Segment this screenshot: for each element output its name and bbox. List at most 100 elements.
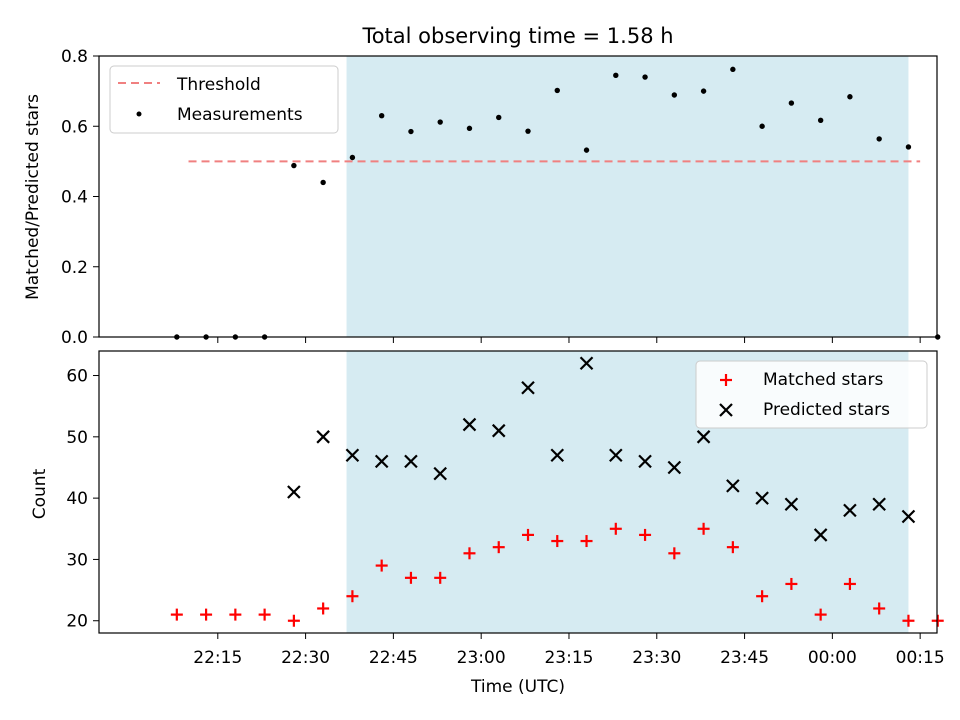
measurement-point (847, 94, 853, 100)
y-tick-label: 0.4 (61, 188, 88, 208)
matched-star-point (258, 608, 271, 621)
measurement-point (320, 179, 326, 186)
measurement-point (935, 334, 941, 340)
bottom-legend-box (695, 360, 928, 429)
y-tick-label: 0.0 (61, 328, 88, 348)
legend-predicted-label: Predicted stars (763, 400, 890, 420)
predicted-star-point (872, 497, 886, 512)
predicted-star-point (316, 430, 330, 444)
measurement-point (408, 128, 414, 135)
measurement-point (817, 117, 824, 123)
predicted-star-point (374, 454, 389, 469)
predicted-star-point (696, 430, 711, 444)
matched-star-point (931, 614, 944, 627)
predicted-star-point (901, 509, 916, 524)
matched-star-point (404, 571, 417, 584)
legend-predicted-swatch (719, 403, 733, 417)
x-tick-label: 23:00 (457, 648, 506, 668)
measurement-point (466, 125, 473, 132)
bottom-y-axis-label: Count (30, 468, 50, 519)
matched-star-point (551, 535, 564, 548)
x-tick-label: 23:15 (544, 648, 593, 668)
matched-star-point (200, 608, 213, 621)
measurement-point (583, 147, 590, 153)
measurement-point (876, 136, 882, 142)
y-tick-label: 20 (66, 612, 88, 632)
chart-title: Total observing time = 1.58 h (361, 24, 673, 48)
matched-star-point (639, 528, 652, 541)
matched-star-point (902, 614, 915, 627)
predicted-star-point (345, 448, 360, 462)
matched-star-point (580, 535, 593, 548)
matched-star-point (375, 559, 388, 572)
bottom-plot-frame (98, 350, 938, 634)
measurement-point (788, 100, 795, 106)
measurement-point (613, 72, 619, 79)
measurement-point (437, 119, 443, 125)
matched-star-point (492, 541, 505, 554)
predicted-star-point (755, 491, 769, 505)
predicted-star-point (726, 479, 740, 493)
matched-star-point (785, 577, 798, 590)
x-tick-label: 22:30 (281, 648, 330, 668)
top-legend-box (109, 65, 339, 134)
observing-window-region (346, 56, 909, 337)
x-axis-label: Time (UTC) (470, 677, 565, 697)
measurement-point (642, 74, 648, 80)
predicted-star-point (287, 485, 301, 499)
legend-measurements-swatch (136, 111, 142, 117)
predicted-star-point (404, 454, 418, 469)
top-panel: Total observing time = 1.58 h 0.0 0.2 0.4 0… (23, 24, 941, 348)
x-tick-label: 23:45 (720, 648, 769, 668)
y-tick-label: 0.2 (61, 258, 88, 278)
top-legend: Threshold Measurements (109, 65, 339, 134)
predicted-star-point (550, 448, 565, 462)
bottom-legend: Matched stars Predicted stars (695, 360, 928, 429)
measurement-point (496, 114, 502, 121)
x-tick-label: 22:15 (193, 648, 242, 668)
measurement-point (291, 162, 297, 169)
measurement-point (671, 92, 678, 98)
x-tick-label: 00:00 (808, 648, 857, 668)
y-tick-label: 40 (66, 489, 88, 509)
measurement-point (349, 154, 356, 161)
matched-star-point (287, 614, 300, 627)
matched-star-point (843, 577, 856, 590)
matched-star-point (697, 522, 710, 535)
matched-star-point (522, 528, 535, 541)
matched-star-point (346, 590, 359, 603)
measurement-point (525, 128, 531, 134)
x-tick-label: 00:15 (896, 648, 945, 668)
predicted-star-point (609, 448, 623, 462)
measurement-point (554, 87, 560, 94)
bottom-panel: 20 30 40 50 60 22:15 22:30 22:45 23:00 23:15 23:3… (30, 350, 945, 697)
matched-star-point (317, 602, 330, 615)
measurement-point (700, 88, 707, 94)
predicted-star-point (784, 497, 799, 512)
y-tick-label: 0.6 (61, 117, 88, 137)
predicted-star-point (843, 503, 857, 518)
top-y-axis-label: Matched/Predicted stars (23, 94, 43, 300)
measurement-point (730, 66, 736, 73)
predicted-star-point (462, 417, 477, 432)
matched-star-point (668, 547, 681, 560)
matched-star-point (229, 608, 242, 621)
y-tick-label: 0.8 (61, 47, 88, 67)
predicted-star-point (667, 460, 682, 475)
predicted-star-point (433, 466, 447, 481)
x-tick-label: 23:30 (632, 648, 681, 668)
x-tick-label: 22:45 (369, 648, 418, 668)
matched-star-point (814, 608, 827, 621)
matched-star-point (170, 608, 183, 621)
predicted-star-point (638, 454, 652, 469)
matched-star-point (609, 522, 622, 535)
matched-star-point (726, 541, 739, 554)
y-tick-label: 60 (66, 367, 88, 387)
matched-star-point (756, 590, 769, 603)
matched-star-point (463, 547, 476, 560)
predicted-star-point (521, 381, 535, 395)
predicted-star-point (491, 423, 506, 438)
matched-star-point (434, 571, 447, 584)
y-tick-label: 50 (66, 428, 88, 448)
